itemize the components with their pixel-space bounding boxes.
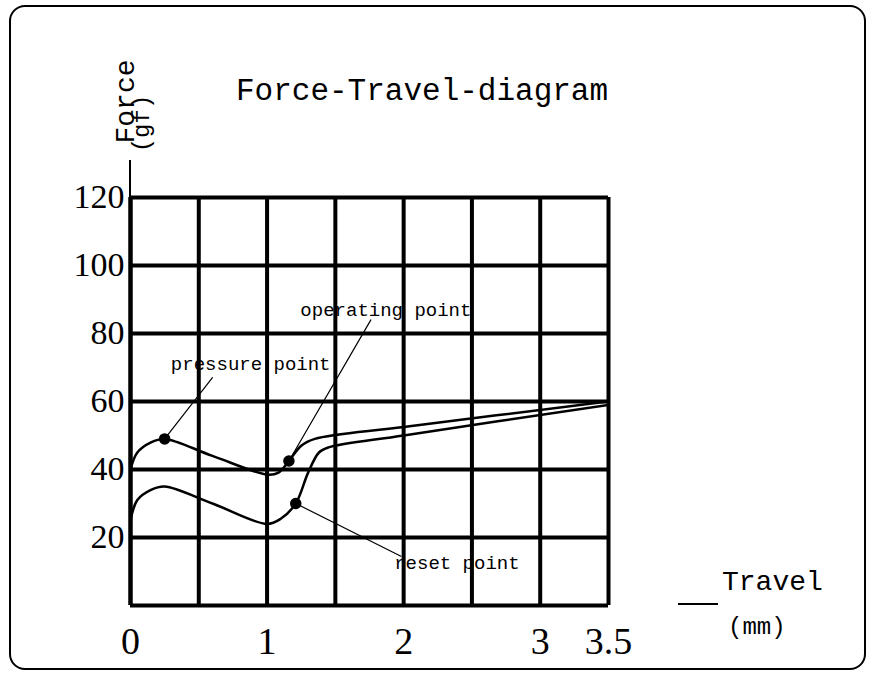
svg-text:pressure point: pressure point — [171, 354, 331, 376]
svg-text:0: 0 — [121, 620, 140, 662]
html-text:Travel: Travel — [722, 567, 823, 598]
svg-text:120: 120 — [74, 178, 125, 215]
svg-text:3.5: 3.5 — [585, 620, 633, 662]
svg-text:2: 2 — [394, 620, 413, 662]
svg-text:20: 20 — [91, 518, 125, 555]
svg-text:80: 80 — [91, 314, 125, 351]
svg-text:3: 3 — [531, 620, 550, 662]
html-text:(mm): (mm) — [728, 614, 786, 641]
html-text:(gf): (gf) — [129, 94, 157, 153]
svg-text:1: 1 — [258, 620, 277, 662]
svg-text:operating point: operating point — [300, 300, 471, 322]
svg-text:40: 40 — [91, 450, 125, 487]
svg-text:100: 100 — [74, 246, 125, 283]
html-text:Force: Force — [110, 59, 142, 144]
svg-text:reset point: reset point — [394, 553, 519, 575]
svg-text:60: 60 — [91, 382, 125, 419]
html-text:Force-Travel-diagram: Force-Travel-diagram — [236, 74, 609, 109]
